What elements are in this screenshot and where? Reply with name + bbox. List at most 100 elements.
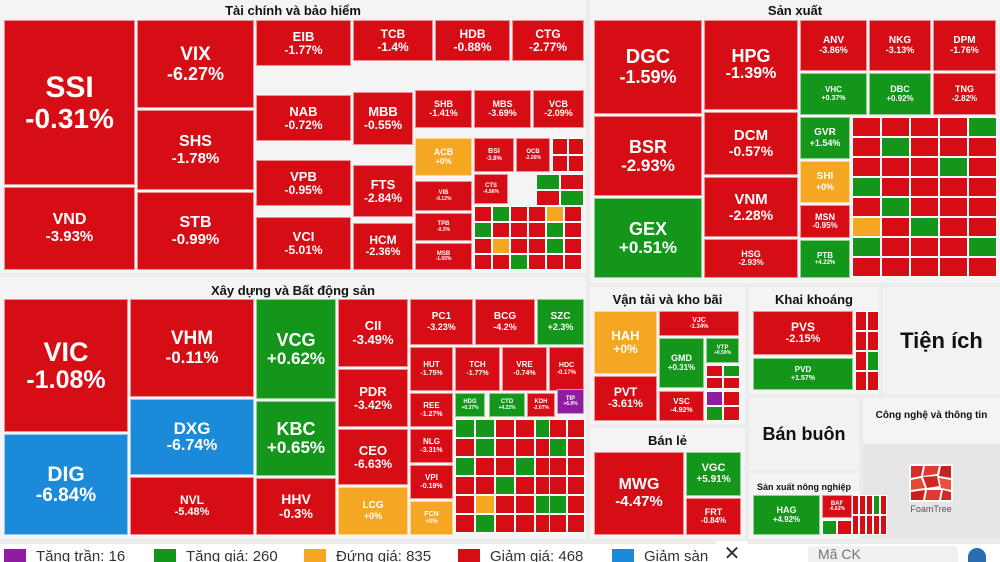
mini-tile[interactable] xyxy=(968,157,997,177)
mini-tile[interactable] xyxy=(515,419,535,438)
tile-ceo[interactable]: CEO -6.63% xyxy=(338,429,408,485)
legend-up[interactable]: Tăng giá: 260 xyxy=(154,549,278,562)
mini-tile[interactable] xyxy=(455,495,475,514)
mini-tile[interactable] xyxy=(859,495,866,515)
tile-vhc[interactable]: VHC +0.37% xyxy=(800,73,867,115)
mini-tile[interactable] xyxy=(866,495,873,515)
mini-tile[interactable] xyxy=(567,495,585,514)
mini-tile[interactable] xyxy=(495,476,515,495)
mini-tile[interactable] xyxy=(968,197,997,217)
mini-tile[interactable] xyxy=(881,237,910,257)
mini-tile[interactable] xyxy=(495,438,515,457)
sector-utilities[interactable]: Tiện ích xyxy=(883,287,1000,394)
legend-floor[interactable]: Giảm sàn xyxy=(612,549,708,562)
tile-tpb[interactable]: TPB -0.3% xyxy=(415,213,472,241)
mini-tile[interactable] xyxy=(859,515,866,535)
mini-tile[interactable] xyxy=(475,476,495,495)
tile-gmd[interactable]: GMD +0.31% xyxy=(659,338,704,388)
tile-vhm[interactable]: VHM -0.11% xyxy=(130,299,254,397)
tile-fcn[interactable]: FCN +0% xyxy=(410,501,453,535)
tile-szc[interactable]: SZC +2.3% xyxy=(537,299,584,345)
tile-hah[interactable]: HAH +0% xyxy=(594,311,657,374)
tile-dbc[interactable]: DBC +0.92% xyxy=(869,73,931,115)
mini-tile[interactable] xyxy=(939,217,968,237)
tile-pc1[interactable]: PC1 -3.23% xyxy=(410,299,473,345)
tile-bcg[interactable]: BCG -4.2% xyxy=(475,299,535,345)
mini-tile[interactable] xyxy=(706,406,723,421)
mini-tile[interactable] xyxy=(549,514,567,533)
mini-tile[interactable] xyxy=(910,237,939,257)
tile-vix[interactable]: VIX -6.27% xyxy=(137,20,254,108)
mini-tile[interactable] xyxy=(968,257,997,277)
mini-tile[interactable] xyxy=(567,419,585,438)
mini-tile[interactable] xyxy=(510,206,528,222)
mini-tile[interactable] xyxy=(475,457,495,476)
tile-hpg[interactable]: HPG -1.39% xyxy=(704,20,798,110)
tile-hut[interactable]: HUT -1.75% xyxy=(410,347,453,391)
mini-tile[interactable] xyxy=(873,515,880,535)
mini-tile[interactable] xyxy=(475,419,495,438)
mini-tile[interactable] xyxy=(706,377,723,389)
mini-tile[interactable] xyxy=(455,514,475,533)
mini-tile[interactable] xyxy=(546,222,564,238)
mini-tile[interactable] xyxy=(474,222,492,238)
mini-tile[interactable] xyxy=(866,515,873,535)
mini-tile[interactable] xyxy=(939,257,968,277)
tile-nkg[interactable]: NKG -3.13% xyxy=(869,20,931,71)
tile-bsr[interactable]: BSR -2.93% xyxy=(594,116,702,196)
mini-tile[interactable] xyxy=(867,351,879,371)
tile-msn[interactable]: MSN -0.95% xyxy=(800,205,850,238)
mini-tile[interactable] xyxy=(495,419,515,438)
mini-tile[interactable] xyxy=(723,406,740,421)
mini-tile[interactable] xyxy=(910,197,939,217)
tile-dcm[interactable]: DCM -0.57% xyxy=(704,112,798,175)
user-avatar[interactable] xyxy=(968,548,986,562)
tile-ree[interactable]: REE -1.27% xyxy=(410,393,453,427)
mini-tile[interactable] xyxy=(492,254,510,270)
mini-tile[interactable] xyxy=(910,117,939,137)
tile-hag[interactable]: HAG +4.92% xyxy=(753,495,820,535)
mini-tile[interactable] xyxy=(564,254,582,270)
mini-tile[interactable] xyxy=(549,457,567,476)
mini-tile[interactable] xyxy=(706,391,723,406)
mini-tile[interactable] xyxy=(881,257,910,277)
tile-vpi[interactable]: VPI -0.19% xyxy=(410,465,453,499)
mini-tile[interactable] xyxy=(881,177,910,197)
mini-tile[interactable] xyxy=(852,197,881,217)
mini-tile[interactable] xyxy=(910,257,939,277)
mini-tile[interactable] xyxy=(880,495,887,515)
mini-tile[interactable] xyxy=(455,438,475,457)
mini-tile[interactable] xyxy=(528,206,546,222)
mini-tile[interactable] xyxy=(546,206,564,222)
mini-tile[interactable] xyxy=(564,238,582,254)
mini-tile[interactable] xyxy=(968,117,997,137)
mini-tile[interactable] xyxy=(455,476,475,495)
tile-tip[interactable]: TIP +6.9% xyxy=(557,389,584,414)
mini-tile[interactable] xyxy=(852,515,859,535)
tile-nvl[interactable]: NVL -5.48% xyxy=(130,477,254,535)
mini-tile[interactable] xyxy=(475,438,495,457)
tile-dig[interactable]: DIG -6.84% xyxy=(4,434,128,535)
mini-tile[interactable] xyxy=(567,457,585,476)
mini-tile[interactable] xyxy=(528,222,546,238)
search-input[interactable] xyxy=(808,546,958,562)
mini-tile[interactable] xyxy=(549,438,567,457)
mini-tile[interactable] xyxy=(867,371,879,391)
mini-tile[interactable] xyxy=(852,177,881,197)
mini-tile[interactable] xyxy=(515,495,535,514)
mini-tile[interactable] xyxy=(939,137,968,157)
mini-tile[interactable] xyxy=(474,254,492,270)
legend-down[interactable]: Giảm giá: 468 xyxy=(458,549,583,562)
mini-tile[interactable] xyxy=(568,138,584,155)
mini-tile[interactable] xyxy=(880,515,887,535)
tile-vpb[interactable]: VPB -0.95% xyxy=(256,160,351,206)
mini-tile[interactable] xyxy=(492,222,510,238)
tile-hdc[interactable]: HDC -0.17% xyxy=(549,347,584,391)
mini-tile[interactable] xyxy=(968,237,997,257)
mini-tile[interactable] xyxy=(910,217,939,237)
tile-pvs[interactable]: PVS -2.15% xyxy=(753,311,853,355)
tile-vnd[interactable]: VND -3.93% xyxy=(4,187,135,270)
tile-lcg[interactable]: LCG +0% xyxy=(338,487,408,535)
tile-dgc[interactable]: DGC -1.59% xyxy=(594,20,702,114)
tile-mbb[interactable]: MBB -0.55% xyxy=(353,92,413,145)
